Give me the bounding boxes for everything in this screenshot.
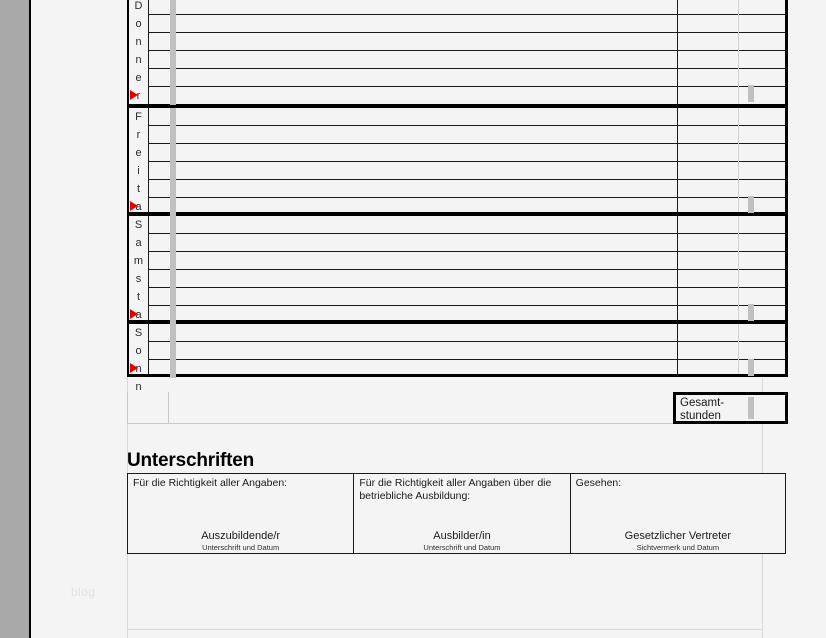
day-letter: e	[135, 72, 142, 84]
day-letter: o	[135, 345, 142, 357]
day-letter: a	[135, 309, 142, 321]
column-separator	[677, 0, 678, 104]
sum-row-separator	[168, 392, 169, 424]
day-letter: s	[135, 273, 142, 285]
blog-watermark: blog	[71, 585, 96, 599]
signature-cell-ausbilder[interactable]: Für die Richtigkeit aller Angaben über d…	[354, 474, 571, 553]
hours-grip-handle[interactable]	[748, 359, 754, 376]
signature-footer: Ausbilder/in Unterschrift und Datum	[354, 530, 569, 552]
day-letter: n	[135, 381, 142, 393]
signatures-heading: Unterschriften	[127, 450, 255, 471]
day-letter: D	[134, 0, 143, 12]
entry-row[interactable]	[129, 144, 785, 162]
signature-footer: Gesetzlicher Vertreter Sichtvermerk und …	[571, 530, 785, 552]
entry-row[interactable]	[129, 216, 785, 234]
gutter-rule-divider	[29, 0, 31, 638]
play-marker-icon[interactable]	[130, 90, 138, 100]
day-letter: r	[136, 129, 141, 141]
left-gutter	[0, 0, 29, 638]
day-letter: a	[135, 201, 142, 213]
day-letter: n	[135, 54, 142, 66]
entry-row[interactable]	[129, 360, 785, 378]
total-hours-row: Gesamt- stunden	[127, 392, 788, 424]
day-letter: t	[136, 183, 141, 195]
entry-row[interactable]	[129, 324, 785, 342]
row-grip-handle[interactable]	[170, 324, 176, 378]
entry-row[interactable]	[129, 108, 785, 126]
hours-grip-handle[interactable]	[748, 196, 754, 213]
day-label-donnerstag: D o n n e r	[129, 0, 149, 104]
column-separator	[677, 324, 678, 374]
row-grip-handle[interactable]	[170, 108, 176, 216]
sum-row-separator	[127, 392, 128, 424]
entry-row[interactable]	[129, 126, 785, 144]
total-hours-label: Gesamt- stunden	[680, 397, 725, 422]
day-letter: e	[135, 147, 142, 159]
day-letter: F	[135, 111, 142, 123]
column-separator	[677, 216, 678, 320]
entry-row[interactable]	[129, 33, 785, 51]
sum-row-baseline	[127, 423, 673, 424]
total-hours-box[interactable]: Gesamt- stunden	[673, 392, 788, 424]
column-separator	[677, 108, 678, 212]
entry-row[interactable]	[129, 270, 785, 288]
day-label-sonntag: S o n n	[129, 324, 149, 393]
column-separator	[738, 216, 739, 320]
entry-row[interactable]	[129, 288, 785, 306]
day-letter: S	[134, 327, 143, 339]
column-separator	[738, 108, 739, 212]
entry-row[interactable]	[129, 0, 785, 15]
day-letter: n	[135, 36, 142, 48]
entry-row[interactable]	[129, 69, 785, 87]
hours-grip-handle[interactable]	[748, 85, 754, 102]
entry-row[interactable]	[129, 234, 785, 252]
row-grip-handle[interactable]	[170, 216, 176, 324]
play-marker-icon[interactable]	[130, 309, 138, 319]
day-letter: n	[135, 363, 142, 375]
signature-prompt: Für die Richtigkeit aller Angaben über d…	[359, 477, 552, 502]
day-letter: m	[133, 255, 144, 267]
signature-subcaption: Unterschrift und Datum	[423, 543, 501, 552]
row-grip-handle[interactable]	[170, 0, 176, 105]
signatures-table: Für die Richtigkeit aller Angaben: Auszu…	[127, 473, 786, 554]
day-letter: t	[136, 291, 141, 303]
play-marker-icon[interactable]	[130, 201, 138, 211]
entry-row[interactable]	[129, 342, 785, 360]
day-block-freitag: F r e i t a	[127, 105, 788, 216]
column-separator	[738, 0, 739, 104]
signature-subcaption: Unterschrift und Datum	[202, 543, 280, 552]
day-label-freitag: F r e i t a	[129, 108, 149, 213]
signature-role: Auszubildende/r	[201, 530, 281, 542]
day-block-samstag: S a m s t a	[127, 213, 788, 324]
total-hours-grip-handle[interactable]	[748, 397, 754, 419]
signature-prompt: Gesehen:	[575, 477, 622, 489]
play-marker-icon[interactable]	[130, 363, 138, 373]
entry-row[interactable]	[129, 162, 785, 180]
signature-footer: Auszubildende/r Unterschrift und Datum	[128, 530, 353, 552]
day-letter: r	[136, 90, 141, 102]
day-letter: a	[135, 237, 142, 249]
day-letter: o	[135, 18, 142, 30]
day-label-samstag: S a m s t a	[129, 216, 149, 321]
signature-role: Ausbilder/in	[433, 530, 491, 542]
signature-role: Gesetzlicher Vertreter	[624, 530, 732, 542]
day-block-donnerstag: D o n n e r	[127, 0, 788, 107]
hours-grip-handle[interactable]	[748, 304, 754, 321]
entry-row[interactable]	[129, 180, 785, 198]
signature-prompt: Für die Richtigkeit aller Angaben:	[133, 477, 288, 489]
entry-row[interactable]	[129, 15, 785, 33]
entry-row[interactable]	[129, 252, 785, 270]
entry-row[interactable]	[129, 51, 785, 69]
signature-cell-gesetzlicher-vertreter[interactable]: Gesehen: Gesetzlicher Vertreter Sichtver…	[571, 474, 785, 553]
signature-subcaption: Sichtvermerk und Datum	[636, 543, 720, 552]
signature-cell-auszubildende[interactable]: Für die Richtigkeit aller Angaben: Auszu…	[128, 474, 355, 553]
entry-row[interactable]	[129, 87, 785, 105]
day-letter: i	[137, 165, 140, 177]
day-block-sonntag: S o n n	[127, 321, 788, 393]
timesheet-table: D o n n e r F r e i	[127, 0, 788, 393]
day-letter: S	[134, 219, 143, 231]
sheet-frame-bottom	[127, 629, 763, 630]
column-separator	[738, 324, 739, 374]
